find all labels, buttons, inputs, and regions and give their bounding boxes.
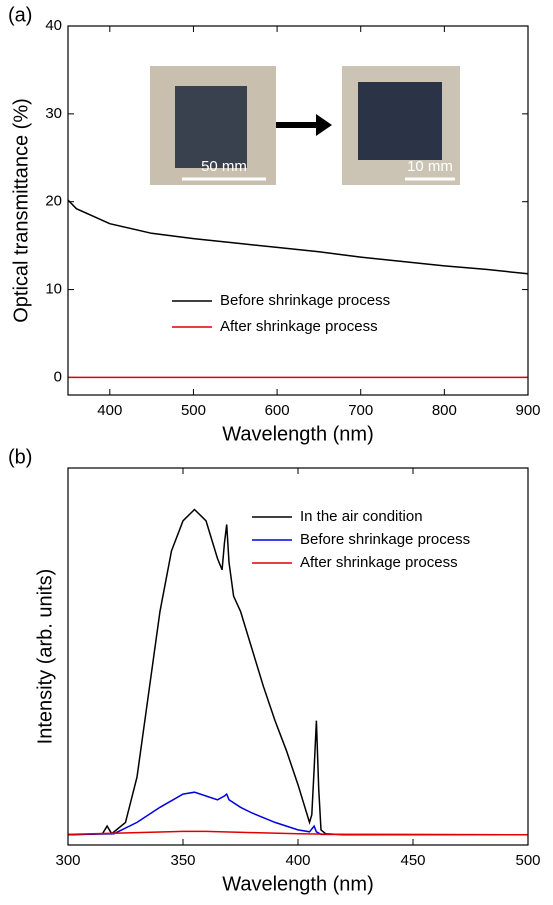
x-axis-title: Wavelength (nm) (222, 873, 374, 895)
scale-label: 50 mm (201, 158, 247, 175)
y-axis-title: Optical transmittance (%) (10, 98, 32, 323)
x-tick-label: 600 (265, 402, 290, 419)
legend-label: Before shrinkage process (220, 292, 390, 309)
series-line (67, 508, 528, 836)
legend-label: Before shrinkage process (300, 531, 470, 548)
x-tick-label: 500 (515, 852, 540, 869)
arrow-head (316, 114, 332, 136)
x-tick-label: 400 (97, 402, 122, 419)
y-tick-label: 10 (45, 281, 62, 298)
x-tick-label: 700 (348, 402, 373, 419)
y-tick-label: 0 (54, 368, 62, 385)
film-before (175, 86, 247, 168)
film-after (358, 82, 442, 160)
x-axis-title: Wavelength (nm) (222, 423, 374, 445)
series-line (67, 199, 529, 275)
legend-label: After shrinkage process (220, 318, 378, 335)
x-tick-label: 400 (285, 852, 310, 869)
series-line (67, 791, 529, 836)
x-tick-label: 300 (55, 852, 80, 869)
series-line (67, 830, 529, 836)
scale-label: 10 mm (407, 158, 453, 175)
y-tick-label: 20 (45, 193, 62, 210)
y-tick-label: 30 (45, 105, 62, 122)
y-axis-title: Intensity (arb. units) (34, 569, 56, 745)
plot-frame (67, 25, 529, 396)
legend-label: After shrinkage process (300, 554, 458, 571)
plot-frame (67, 467, 529, 846)
x-tick-label: 450 (400, 852, 425, 869)
panel-label: (b) (8, 446, 32, 468)
x-tick-label: 800 (432, 402, 457, 419)
x-tick-label: 500 (181, 402, 206, 419)
y-tick-label: 40 (45, 17, 62, 34)
inset-photos: 50 mm 10 mm (150, 66, 460, 185)
x-tick-label: 900 (515, 402, 540, 419)
panel-label: (a) (8, 4, 32, 26)
x-tick-label: 350 (170, 852, 195, 869)
legend-label: In the air condition (300, 508, 423, 525)
